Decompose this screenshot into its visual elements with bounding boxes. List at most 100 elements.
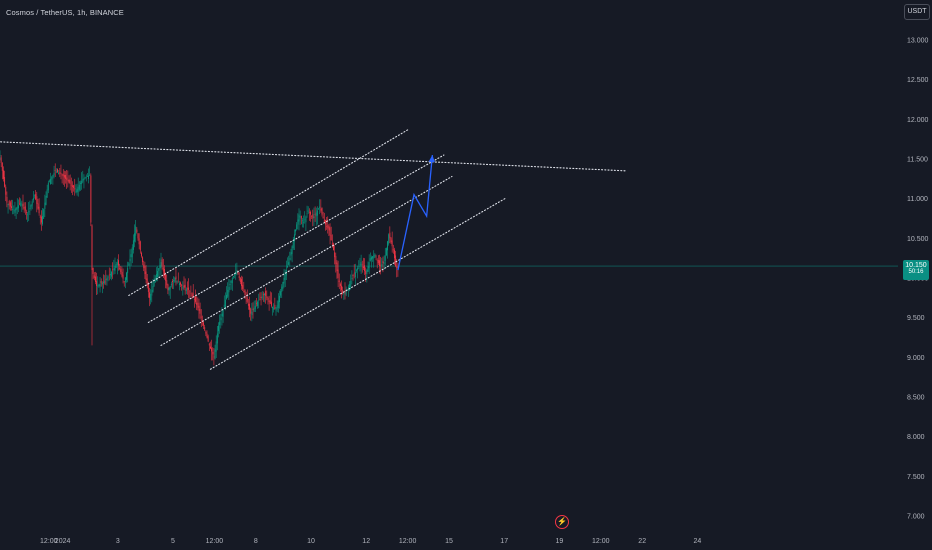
candle-body	[246, 298, 248, 302]
candle-body	[42, 215, 43, 225]
candle-body	[364, 265, 365, 272]
candle-body	[101, 282, 103, 285]
candle-body	[135, 226, 137, 236]
candle-body	[136, 229, 138, 233]
candle-body	[257, 301, 259, 306]
trendline-channel-mid-lower[interactable]	[160, 175, 453, 346]
trendline-channel-mid-upper[interactable]	[147, 154, 445, 323]
candle-body	[226, 294, 227, 299]
candle-body	[183, 285, 185, 288]
candle-body	[143, 264, 145, 269]
candle-body	[20, 202, 22, 206]
candle-body	[291, 246, 293, 254]
candle-body	[97, 285, 99, 287]
candle-body	[130, 254, 132, 258]
candle-body	[192, 293, 194, 298]
trendline-resistance[interactable]	[0, 141, 628, 172]
projection-path[interactable]	[397, 154, 434, 271]
candle-body	[92, 267, 94, 275]
price-tick-label: 10.500	[907, 236, 929, 243]
candle-body	[392, 249, 394, 251]
candle-body	[205, 331, 207, 334]
candle-body	[321, 207, 323, 215]
candle-body	[222, 309, 224, 317]
candle-body	[131, 247, 133, 258]
candle-body	[385, 248, 387, 256]
candle-body	[141, 252, 142, 257]
trendline-channel-upper[interactable]	[128, 128, 410, 297]
candle-body	[277, 300, 279, 308]
candle-body	[391, 240, 393, 247]
candle-body	[208, 343, 210, 346]
candle-body	[214, 349, 216, 359]
candle-body	[266, 296, 268, 298]
candle-body	[382, 261, 384, 264]
candle-body	[58, 172, 60, 175]
candle-body	[116, 262, 118, 266]
candle-body	[138, 238, 140, 245]
candle-body	[287, 266, 288, 268]
candle-body	[339, 283, 341, 286]
candle-body	[98, 284, 100, 286]
candle-body	[81, 180, 83, 185]
time-tick-label: 24	[694, 538, 702, 545]
candle-body	[0, 157, 2, 163]
candle-body	[82, 178, 84, 182]
candle-body	[164, 269, 165, 277]
candle-body	[7, 203, 9, 205]
candle-body	[268, 300, 270, 302]
candle-body	[24, 206, 26, 211]
candle-body	[73, 185, 75, 189]
candle-body	[242, 284, 244, 289]
candle-body	[105, 279, 107, 280]
candle-body	[144, 266, 146, 275]
candle-series	[0, 150, 399, 366]
candle-body	[218, 325, 219, 332]
candle-body	[322, 216, 324, 219]
candle-body	[166, 280, 168, 286]
candle-body	[297, 219, 299, 225]
candle-body	[326, 226, 328, 227]
candle-body	[4, 177, 6, 187]
candle-body	[167, 284, 169, 290]
candle-body	[103, 281, 104, 283]
candle-body	[338, 280, 340, 282]
candle-body	[78, 184, 80, 190]
trendline-channel-lower[interactable]	[209, 198, 506, 370]
candle-body	[177, 281, 179, 283]
candle-body	[121, 271, 123, 276]
time-tick-label: 12:00	[592, 538, 610, 545]
candle-body	[139, 241, 141, 251]
candle-body	[371, 257, 372, 260]
currency-button[interactable]: USDT	[904, 4, 930, 20]
candle-body	[30, 204, 32, 208]
candle-body	[68, 179, 70, 183]
candle-body	[369, 258, 371, 261]
price-tick-label: 11.500	[907, 157, 928, 164]
candle-body	[307, 210, 309, 212]
candle-body	[173, 279, 175, 282]
candle-body	[55, 171, 57, 173]
candle-body	[159, 265, 161, 269]
candle-body	[349, 283, 351, 290]
candle-body	[3, 170, 4, 179]
candle-body	[126, 272, 127, 280]
candle-body	[223, 304, 225, 307]
candle-body	[149, 292, 150, 298]
candle-body	[157, 271, 158, 278]
trendline-group[interactable]	[0, 128, 628, 370]
candle-body	[243, 291, 245, 292]
lightning-icon[interactable]: ⚡	[555, 515, 569, 529]
candle-body	[96, 281, 98, 286]
candle-body	[231, 278, 233, 284]
candle-body	[343, 292, 345, 295]
candle-body	[372, 256, 374, 259]
candle-body	[210, 346, 211, 349]
candle-body	[175, 276, 177, 280]
candle-body	[296, 224, 298, 230]
candle-body	[244, 289, 246, 295]
candle-body	[267, 298, 269, 300]
